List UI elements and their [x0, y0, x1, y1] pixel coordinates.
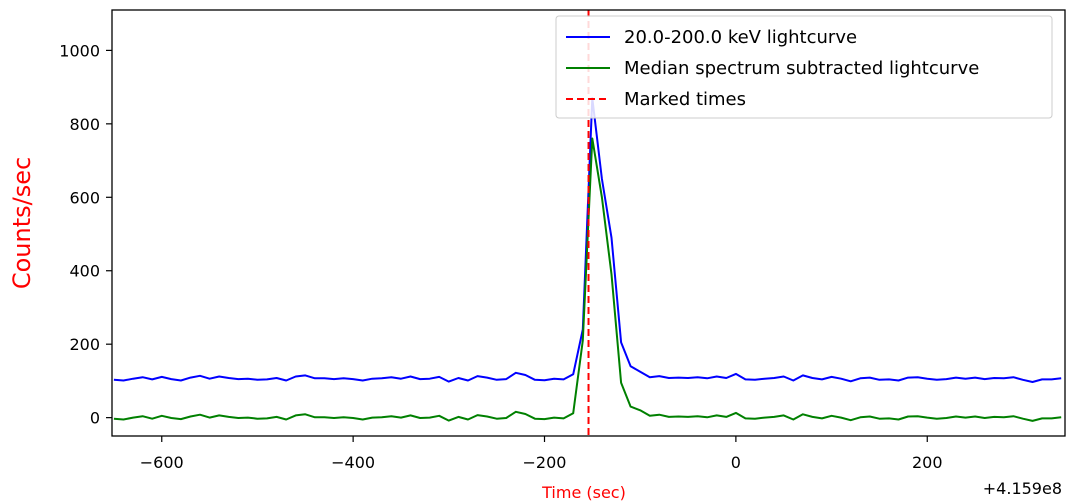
y-tick-label: 0	[90, 409, 100, 428]
y-tick-label: 800	[69, 115, 100, 134]
x-tick-label: −600	[140, 453, 184, 472]
y-tick-label: 400	[69, 262, 100, 281]
plot-frame	[111, 9, 1066, 437]
y-tick-label: 200	[69, 335, 100, 354]
x-axis-offset-text: +4.159e8	[983, 479, 1062, 498]
legend-entry-marked-times: Marked times	[624, 89, 746, 110]
x-tick-label: 200	[912, 453, 943, 472]
x-tick-label: −400	[331, 453, 375, 472]
x-axis-label: Time (sec)	[541, 483, 626, 502]
series-line-1	[113, 137, 1062, 422]
legend: 20.0-200.0 keV lightcurve Median spectru…	[555, 15, 1053, 119]
legend-entry-lightcurve: 20.0-200.0 keV lightcurve	[624, 27, 857, 48]
y-axis-label: Counts/sec	[8, 157, 36, 289]
y-tick-label: 600	[69, 188, 100, 207]
x-tick-label: −200	[523, 453, 567, 472]
y-tick-label: 1000	[59, 41, 100, 60]
legend-entry-subtracted: Median spectrum subtracted lightcurve	[624, 58, 979, 79]
x-axis-ticks: −600 −400 −200 0 200	[140, 436, 943, 472]
y-axis-ticks: 0 200 400 600 800 1000	[59, 41, 112, 428]
legend-box	[555, 15, 1053, 119]
x-tick-label: 0	[731, 453, 741, 472]
